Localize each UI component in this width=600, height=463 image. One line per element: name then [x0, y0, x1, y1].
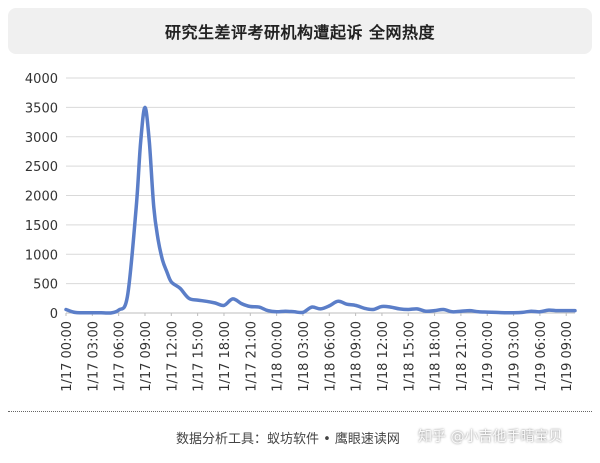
data-point: [319, 307, 322, 311]
data-point: [336, 300, 340, 303]
x-tick-label: 1/19 00:00: [481, 321, 496, 392]
data-point: [363, 307, 366, 310]
data-point: [148, 141, 151, 144]
x-tick-label: 1/17 09:00: [139, 321, 154, 392]
y-tick-label: 4000: [25, 72, 58, 87]
y-tick-label: 0: [50, 307, 58, 322]
chart-title-bar: 研究生差评考研机构遭起诉 全网热度: [8, 8, 592, 54]
x-tick-label: 1/18 18:00: [429, 321, 444, 392]
data-point: [354, 304, 357, 307]
data-point: [512, 311, 515, 314]
x-tick-label: 1/18 21:00: [455, 321, 470, 392]
data-point: [538, 310, 542, 314]
data-point: [328, 304, 331, 308]
data-point: [292, 310, 296, 314]
y-tick-label: 500: [33, 278, 58, 293]
data-point: [442, 308, 445, 311]
data-point: [178, 287, 182, 290]
y-tick-label: 3000: [25, 131, 58, 146]
y-tick-label: 2000: [25, 190, 58, 205]
data-point: [249, 305, 252, 308]
data-point: [135, 206, 138, 209]
data-point: [433, 309, 436, 312]
data-point: [486, 310, 489, 314]
data-point: [126, 295, 129, 298]
data-point: [222, 304, 226, 307]
data-point: [257, 305, 261, 309]
x-tick-label: 1/18 03:00: [297, 321, 312, 392]
data-point: [573, 309, 577, 312]
data-point: [139, 141, 142, 144]
data-point: [99, 311, 103, 314]
data-point: [196, 298, 199, 302]
data-point: [477, 310, 480, 314]
x-tick-label: 1/18 09:00: [350, 321, 365, 392]
x-tick-label: 1/19 03:00: [508, 321, 523, 392]
data-point: [424, 310, 428, 313]
data-point: [161, 258, 164, 262]
data-point: [231, 297, 234, 301]
data-point: [275, 310, 278, 314]
data-point: [156, 238, 160, 241]
y-tick-label: 2500: [25, 160, 58, 175]
x-tick-label: 1/17 21:00: [244, 321, 259, 392]
data-point: [468, 309, 471, 312]
data-point: [345, 302, 349, 306]
data-point: [152, 206, 155, 209]
chart-title: 研究生差评考研机构遭起诉 全网热度: [164, 23, 436, 42]
y-tick-label: 3500: [25, 101, 58, 116]
data-point: [398, 307, 401, 311]
data-point: [284, 310, 287, 313]
y-tick-label: 1000: [25, 248, 58, 263]
data-point: [529, 310, 533, 313]
data-point: [494, 311, 498, 314]
data-point: [556, 309, 559, 312]
data-point: [213, 301, 217, 305]
data-point: [389, 305, 392, 309]
x-tick-label: 1/18 15:00: [402, 321, 417, 392]
x-tick-label: 1/17 15:00: [192, 321, 207, 392]
x-tick-label: 1/18 00:00: [271, 321, 286, 392]
data-point: [165, 270, 169, 274]
series-line: [64, 105, 577, 315]
data-point: [205, 300, 208, 303]
y-tick-label: 1500: [25, 219, 58, 234]
data-point: [407, 308, 410, 311]
data-point: [503, 311, 506, 314]
data-point: [64, 308, 68, 311]
x-tick-label: 1/17 12:00: [165, 321, 180, 392]
x-tick-label: 1/18 12:00: [376, 321, 391, 392]
data-point: [266, 309, 270, 312]
data-point: [521, 311, 524, 314]
x-tick-label: 1/18 06:00: [323, 321, 338, 392]
data-point: [565, 309, 568, 312]
footer-divider: [8, 411, 592, 412]
data-point: [108, 311, 112, 315]
data-point: [547, 308, 550, 312]
data-point: [82, 311, 85, 314]
x-tick-label: 1/17 03:00: [86, 321, 101, 392]
source-attribution: 数据分析工具：蚁坊软件 • 鹰眼速读网: [176, 432, 400, 447]
data-point: [415, 307, 419, 311]
data-point: [117, 308, 120, 312]
data-point: [310, 305, 313, 309]
data-point: [371, 308, 375, 311]
x-tick-label: 1/17 06:00: [113, 321, 128, 392]
data-point: [170, 280, 173, 284]
data-point: [450, 310, 454, 314]
data-point: [459, 310, 463, 313]
data-point: [301, 311, 305, 314]
data-point: [187, 297, 191, 300]
x-tick-label: 1/17 18:00: [218, 321, 233, 392]
x-tick-label: 1/19 06:00: [534, 321, 549, 392]
watermark: 知乎 @小吉他手晴宝贝: [418, 429, 563, 445]
x-tick-label: 1/17 00:00: [60, 321, 75, 392]
data-point: [380, 305, 384, 308]
data-point: [91, 311, 94, 314]
data-point: [73, 311, 76, 314]
x-tick-label: 1/19 09:00: [560, 321, 575, 392]
data-point: [143, 106, 147, 109]
data-point: [240, 302, 243, 305]
